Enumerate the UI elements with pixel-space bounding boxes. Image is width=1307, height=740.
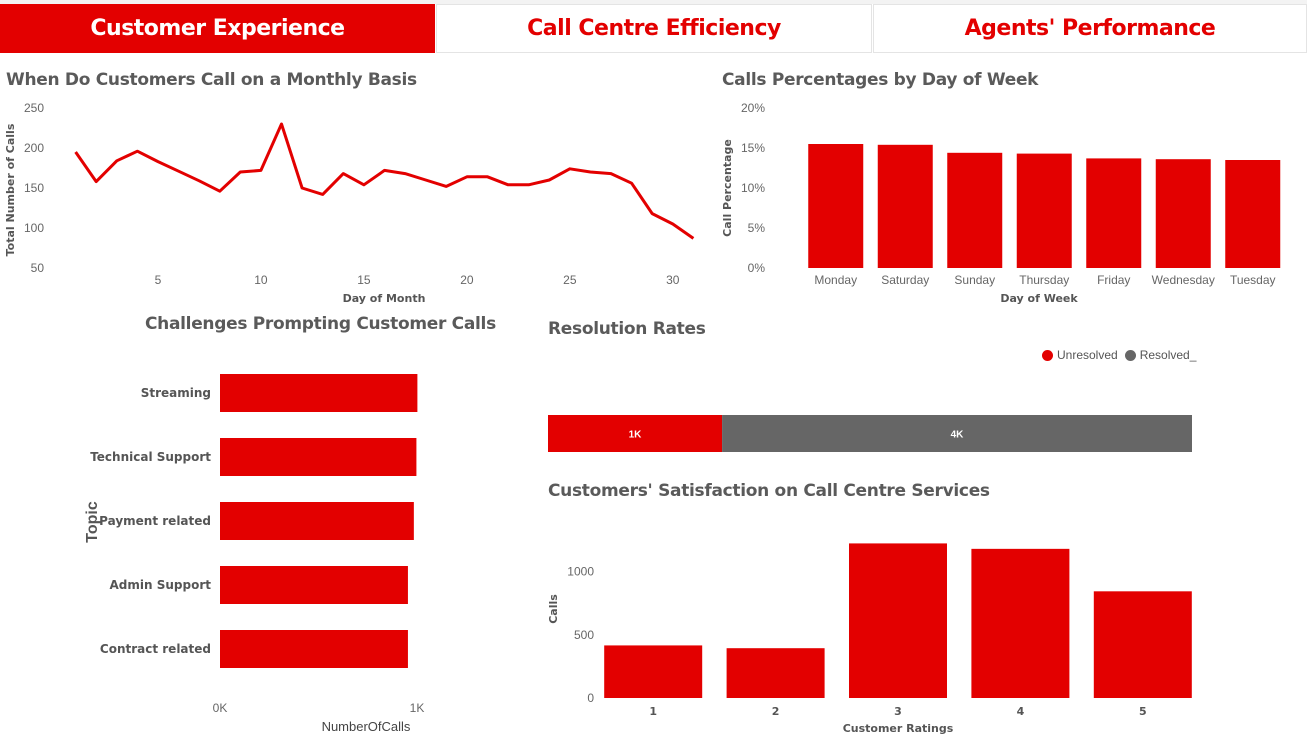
x-tick-label: Sunday bbox=[954, 273, 995, 287]
y-axis-title: Calls bbox=[547, 594, 560, 624]
bar-streaming bbox=[220, 374, 418, 412]
resolution-chart-title: Resolution Rates bbox=[548, 319, 706, 339]
x-tick-label: 2 bbox=[772, 705, 780, 718]
bar-saturday bbox=[877, 144, 933, 268]
x-tick-label: 4 bbox=[1017, 705, 1025, 718]
y-tick-label: Admin Support bbox=[110, 578, 212, 592]
bar-monday bbox=[808, 144, 864, 268]
x-tick-label: 5 bbox=[1139, 705, 1147, 718]
tab-call-centre-efficiency[interactable]: Call Centre Efficiency bbox=[436, 4, 872, 53]
resolved-legend-dot bbox=[1124, 349, 1136, 361]
y-tick-label: Payment related bbox=[99, 514, 211, 528]
calls-series-line bbox=[74, 122, 695, 240]
y-tick-label: 100 bbox=[24, 221, 44, 235]
y-tick-label: 10% bbox=[741, 181, 765, 195]
x-tick-label: Thursday bbox=[1019, 273, 1069, 287]
bar-rating-2 bbox=[726, 648, 825, 698]
x-tick-label: Tuesday bbox=[1230, 273, 1276, 287]
tab-customer-experience[interactable]: Customer Experience bbox=[0, 4, 435, 53]
weekday-percentage-bar-chart: 0% 5% 10% 15% 20% Monday Saturday Sunday Thursda… bbox=[721, 101, 1281, 305]
y-tick-label: 150 bbox=[24, 181, 44, 195]
bar-rating-3 bbox=[849, 543, 947, 698]
y-axis-title: Total Number of Calls bbox=[4, 123, 17, 256]
bar-payment-related bbox=[220, 502, 414, 540]
bar-wednesday bbox=[1155, 159, 1211, 268]
y-tick-label: 0% bbox=[748, 261, 766, 275]
bar-thursday bbox=[1016, 153, 1072, 268]
x-tick-label: 20 bbox=[460, 273, 474, 287]
unresolved-legend-dot bbox=[1042, 349, 1053, 361]
bar-rating-5 bbox=[1093, 591, 1192, 698]
challenges-chart-title: Challenges Prompting Customer Calls bbox=[145, 314, 496, 334]
resolved-legend-label: Resolved_ bbox=[1139, 348, 1197, 362]
bar-technical-support bbox=[220, 438, 417, 476]
bar-friday bbox=[1086, 158, 1142, 268]
bar-rating-4 bbox=[971, 548, 1070, 698]
y-tick-label: 15% bbox=[741, 141, 765, 155]
x-tick-label: 1K bbox=[410, 701, 425, 715]
x-axis-title: Customer Ratings bbox=[843, 722, 954, 735]
bar-tuesday bbox=[1225, 160, 1281, 268]
x-tick-label: 15 bbox=[357, 273, 371, 287]
x-axis-title: Day of Month bbox=[343, 292, 426, 305]
y-tick-label: 1000 bbox=[567, 565, 594, 579]
y-tick-label: Contract related bbox=[100, 642, 211, 656]
y-tick-label: Streaming bbox=[141, 386, 211, 400]
y-tick-label: 0 bbox=[587, 691, 594, 705]
x-tick-label: 30 bbox=[666, 273, 680, 287]
monthly-chart-title: When Do Customers Call on a Monthly Basi… bbox=[6, 70, 417, 90]
y-tick-label: 500 bbox=[574, 628, 594, 642]
x-tick-label: 25 bbox=[563, 273, 577, 287]
y-axis-title: Topic bbox=[84, 501, 101, 543]
x-tick-label: 5 bbox=[155, 273, 162, 287]
x-tick-label: 3 bbox=[894, 705, 902, 718]
x-axis-title: Day of Week bbox=[1000, 292, 1078, 305]
y-tick-label: 50 bbox=[31, 261, 45, 275]
resolution-legend: Unresolved Resolved_ bbox=[1042, 348, 1196, 362]
bar-admin-support bbox=[220, 566, 408, 604]
tab-agents-performance[interactable]: Agents' Performance bbox=[873, 4, 1307, 53]
unresolved-legend-label: Unresolved bbox=[1057, 348, 1118, 362]
satisfaction-chart-title: Customers' Satisfaction on Call Centre S… bbox=[548, 481, 990, 501]
x-tick-label: 0K bbox=[213, 701, 228, 715]
monthly-calls-line-chart: 50 100 150 200 250 5 10 15 20 25 30 Day of Month Tot… bbox=[4, 101, 695, 305]
y-tick-label: 250 bbox=[24, 101, 44, 115]
y-tick-label: 200 bbox=[24, 141, 44, 155]
y-axis-title: Call Percentage bbox=[721, 139, 734, 237]
satisfaction-bar-chart: 0 500 1000 1 2 3 4 5 Customer Ratings Calls bbox=[547, 543, 1192, 735]
x-tick-label: Monday bbox=[814, 273, 857, 287]
top-strip bbox=[0, 0, 1307, 4]
challenges-bar-chart: Streaming Technical Support Payment relate… bbox=[84, 374, 425, 734]
x-tick-label: 1 bbox=[649, 705, 657, 718]
weekday-chart-title: Calls Percentages by Day of Week bbox=[722, 70, 1039, 90]
data-label: 4K bbox=[951, 430, 965, 441]
x-tick-label: Friday bbox=[1097, 273, 1130, 287]
x-tick-label: Wednesday bbox=[1152, 273, 1215, 287]
data-label: 1K bbox=[629, 430, 643, 441]
segment-resolved bbox=[722, 415, 1192, 452]
y-tick-label: 20% bbox=[741, 101, 765, 115]
resolution-stacked-bar: 1K 4K bbox=[548, 415, 1192, 452]
x-tick-label: 10 bbox=[254, 273, 268, 287]
x-tick-label: Saturday bbox=[881, 273, 929, 287]
y-tick-label: 5% bbox=[748, 221, 766, 235]
bar-sunday bbox=[947, 152, 1003, 268]
y-tick-label: Technical Support bbox=[90, 450, 211, 464]
bar-contract-related bbox=[220, 630, 408, 668]
x-axis-title: NumberOfCalls bbox=[322, 719, 411, 734]
segment-unresolved bbox=[548, 415, 723, 452]
bar-rating-1 bbox=[604, 645, 703, 698]
